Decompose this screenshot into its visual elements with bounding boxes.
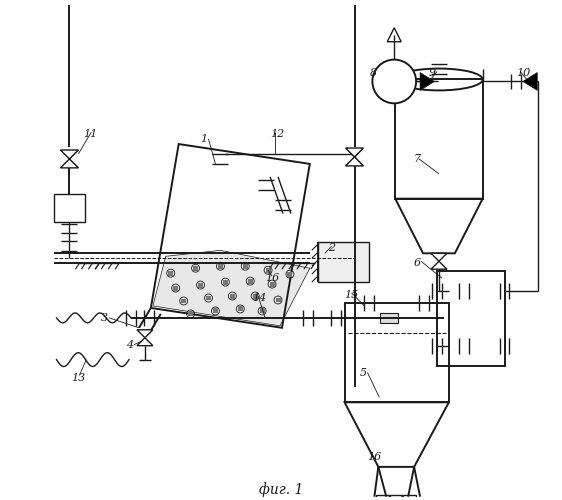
Bar [266, 268, 270, 272]
Bar [260, 308, 265, 314]
Bar [377, 494, 416, 500]
Bar [218, 264, 223, 268]
Bar [230, 294, 235, 298]
Bar [188, 312, 193, 316]
Bar [380, 313, 398, 323]
Text: 13: 13 [71, 372, 85, 382]
Text: 9: 9 [429, 68, 436, 78]
Polygon shape [431, 254, 447, 262]
Bar [253, 294, 257, 298]
Bar [168, 270, 173, 276]
Bar [243, 264, 248, 268]
Bar [437, 271, 505, 366]
Polygon shape [523, 72, 537, 90]
Text: 7: 7 [414, 154, 422, 164]
Polygon shape [396, 496, 403, 500]
Bar [193, 266, 198, 270]
Bar [270, 282, 275, 286]
Ellipse shape [395, 68, 483, 90]
Polygon shape [431, 262, 447, 269]
Bar [206, 296, 211, 300]
Bar [287, 272, 292, 276]
Polygon shape [346, 148, 364, 157]
Bar [53, 194, 85, 222]
Polygon shape [137, 330, 153, 338]
Text: 14: 14 [252, 293, 266, 303]
Text: 4: 4 [126, 340, 133, 349]
Circle shape [373, 60, 416, 104]
Bar [248, 278, 253, 283]
Polygon shape [420, 72, 434, 90]
Polygon shape [346, 157, 364, 166]
Text: 12: 12 [270, 129, 284, 139]
Text: 16: 16 [368, 452, 382, 462]
Text: 3: 3 [101, 313, 108, 323]
Text: фиг. 1: фиг. 1 [259, 482, 303, 496]
Bar [318, 242, 369, 282]
Text: 8: 8 [369, 68, 377, 78]
Polygon shape [153, 250, 310, 326]
Bar [223, 280, 228, 284]
Text: 10: 10 [516, 68, 531, 78]
Text: 15: 15 [345, 290, 359, 300]
Text: 1: 1 [201, 134, 208, 144]
Text: 2: 2 [328, 244, 335, 254]
Bar [345, 303, 449, 402]
Polygon shape [61, 159, 78, 168]
Bar [181, 298, 186, 304]
Bar [198, 282, 203, 288]
Text: 6: 6 [414, 258, 422, 268]
Text: 16: 16 [265, 273, 279, 283]
Bar [173, 286, 178, 290]
Polygon shape [389, 496, 396, 500]
Bar [275, 298, 280, 302]
Polygon shape [137, 338, 153, 345]
Bar [213, 308, 218, 314]
Text: 5: 5 [360, 368, 366, 378]
Bar [395, 80, 483, 198]
Polygon shape [61, 150, 78, 159]
Polygon shape [211, 256, 223, 262]
Bar [238, 306, 243, 312]
Text: 11: 11 [83, 129, 98, 139]
